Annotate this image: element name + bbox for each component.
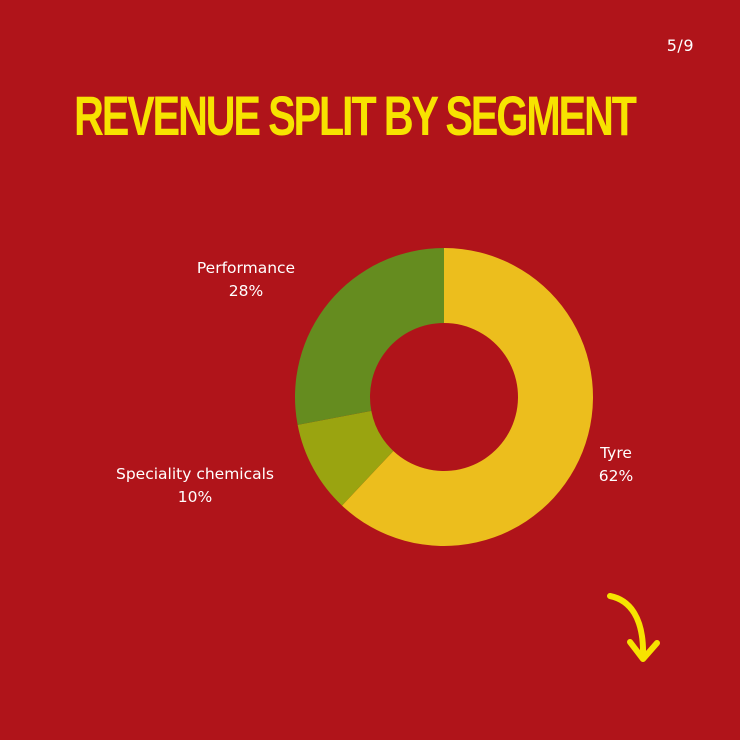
- arrow-shaft: [607, 593, 647, 659]
- slice-performance: [294, 248, 444, 425]
- page-counter: 5/9: [666, 36, 694, 55]
- slice-label: Tyre: [599, 444, 632, 462]
- arrow-head: [627, 639, 660, 662]
- slice-value-label: 62%: [599, 467, 633, 485]
- page-title: REVENUE SPLIT BY SEGMENT: [74, 84, 637, 147]
- slice-label: Speciality chemicals: [116, 465, 274, 483]
- slice-speciality-chemicals: [297, 410, 394, 506]
- slice-tyre: [342, 248, 593, 546]
- slice-value-label: 28%: [229, 282, 263, 300]
- slice-label: Performance: [197, 259, 295, 277]
- curved-arrow-down-right-icon[interactable]: [600, 588, 670, 668]
- slice-value-label: 10%: [178, 488, 212, 506]
